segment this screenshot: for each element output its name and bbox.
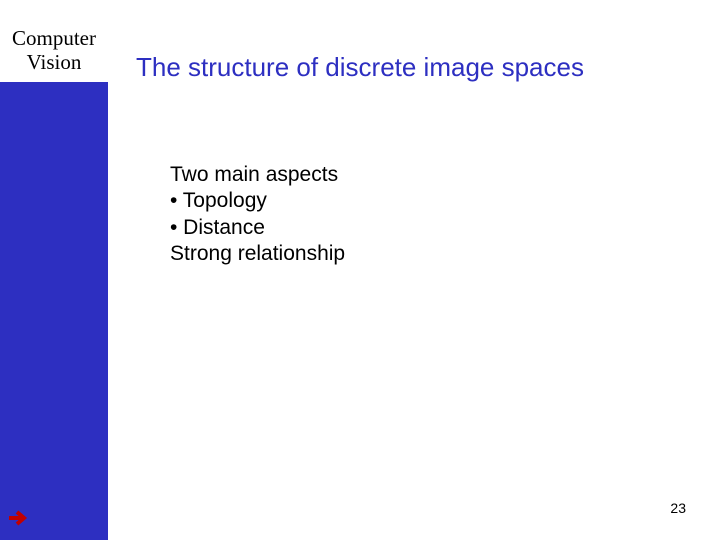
body-line-1: Two main aspects — [170, 162, 345, 188]
body-line-3: • Distance — [170, 215, 345, 241]
page-number: 23 — [670, 500, 686, 516]
arrow-right-icon — [6, 506, 30, 530]
body-line-2: • Topology — [170, 188, 345, 214]
slide-body: Two main aspects • Topology • Distance S… — [170, 162, 345, 267]
body-line-4: Strong relationship — [170, 241, 345, 267]
sidebar-label-line2: Vision — [4, 50, 104, 74]
slide-title: The structure of discrete image spaces — [136, 52, 584, 83]
sidebar-label-line1: Computer — [4, 26, 104, 50]
sidebar-label: Computer Vision — [0, 18, 108, 82]
sidebar: Computer Vision — [0, 18, 108, 540]
content-area: The structure of discrete image spaces T… — [108, 0, 720, 540]
